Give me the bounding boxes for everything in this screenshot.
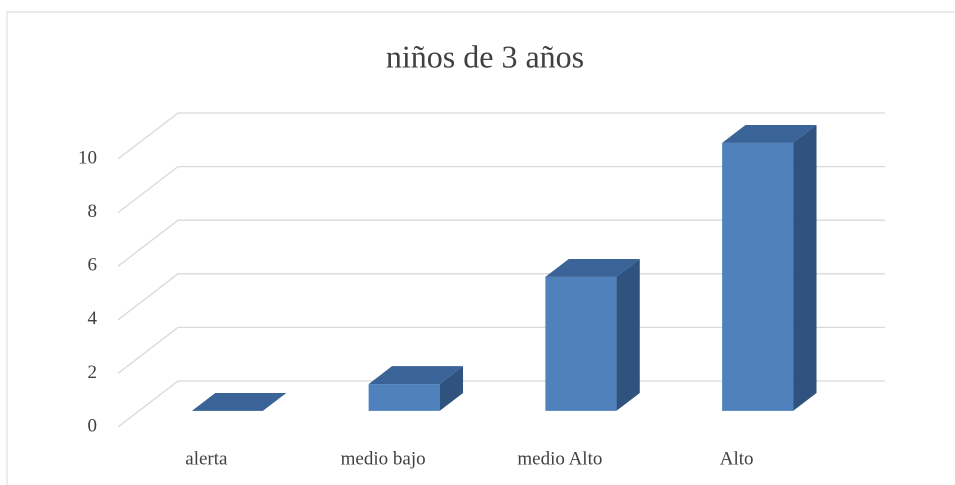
bar-front: [722, 142, 794, 411]
chart-frame: [6, 11, 955, 485]
bar-side: [439, 366, 464, 411]
bar: [545, 258, 640, 411]
y-tick-label: 8: [88, 201, 98, 222]
y-tick-label: 10: [78, 147, 97, 168]
bar: [722, 124, 817, 411]
x-tick-label: medio Alto: [517, 448, 602, 469]
x-tick-label: alerta: [185, 448, 228, 469]
bar: [191, 392, 287, 411]
y-tick-label: 6: [88, 255, 98, 276]
bar-top: [368, 366, 464, 385]
bar-top: [545, 258, 640, 277]
bar-top: [191, 392, 287, 411]
x-tick-label: Alto: [720, 448, 754, 469]
bar-side: [616, 258, 640, 411]
bar-side: [793, 124, 817, 411]
y-tick-label: 2: [88, 362, 98, 383]
grid-line: [117, 326, 885, 374]
grid-line: [117, 273, 885, 321]
bar-top: [722, 124, 817, 143]
x-tick-label: medio bajo: [341, 448, 426, 469]
bar: [368, 366, 464, 411]
grid-line: [117, 165, 885, 214]
bar-front: [545, 276, 617, 411]
y-tick-label: 4: [88, 308, 98, 329]
grid-line: [117, 219, 885, 267]
bar-front: [368, 384, 440, 411]
grid-line: [117, 380, 885, 428]
grid-line: [117, 112, 885, 160]
y-tick-label: 0: [88, 415, 98, 436]
chart-title: niños de 3 años: [386, 38, 584, 74]
